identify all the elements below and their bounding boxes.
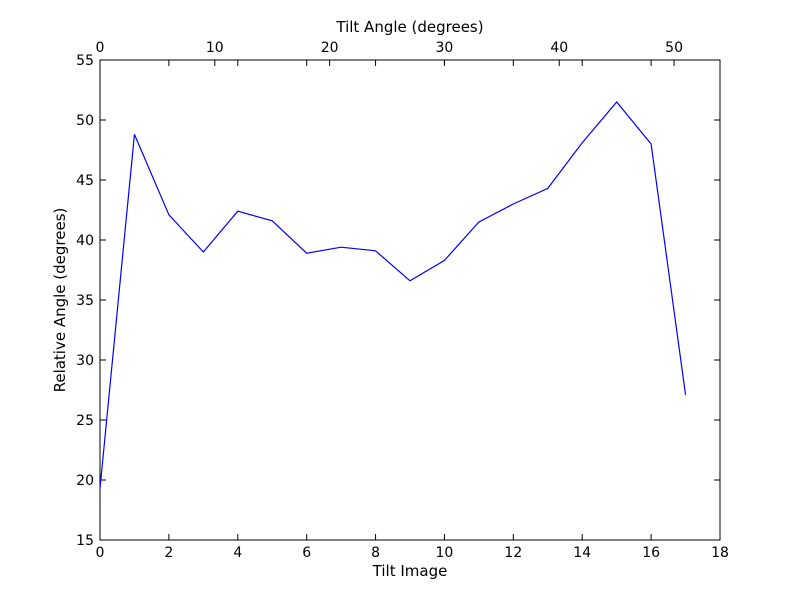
- top-x-tick-label: 10: [206, 40, 224, 56]
- top-x-tick-label: 50: [665, 40, 683, 56]
- top-x-tick-label: 0: [96, 40, 105, 56]
- x-tick-label: 2: [164, 545, 173, 561]
- y-axis-title: Relative Angle (degrees): [51, 208, 69, 393]
- x-tick-label: 8: [371, 545, 380, 561]
- y-tick-label: 15: [76, 533, 94, 549]
- ticks-layer: [99, 59, 721, 541]
- x-tick-label: 6: [302, 545, 311, 561]
- y-tick-label: 40: [76, 233, 94, 249]
- y-tick-label: 55: [76, 53, 94, 69]
- y-tick-label: 25: [76, 413, 94, 429]
- x-axis-title: Tilt Image: [372, 562, 448, 580]
- x-tick-label: 18: [711, 545, 729, 561]
- x-tick-label: 4: [233, 545, 242, 561]
- y-tick-label: 35: [76, 293, 94, 309]
- plot-area: [99, 59, 721, 541]
- x-tick-label: 12: [504, 545, 522, 561]
- x-tick-label: 14: [573, 545, 591, 561]
- y-tick-label: 45: [76, 173, 94, 189]
- y-tick-label: 50: [76, 113, 94, 129]
- top-x-tick-label: 40: [550, 40, 568, 56]
- top-x-tick-label: 20: [321, 40, 339, 56]
- tick-labels-layer: 0 2 4 6 8 10 12 14 16 18 0 10 20 30 40 50 15 20 25 30 35 40 45…: [76, 40, 729, 561]
- x-tick-label: 0: [96, 545, 105, 561]
- series-line: [99, 101, 687, 489]
- x-tick-label: 16: [642, 545, 660, 561]
- top-x-tick-label: 30: [436, 40, 454, 56]
- y-tick-label: 30: [76, 353, 94, 369]
- x-tick-label: 10: [436, 545, 454, 561]
- y-tick-label: 20: [76, 473, 94, 489]
- top-x-axis-title: Tilt Angle (degrees): [335, 18, 483, 36]
